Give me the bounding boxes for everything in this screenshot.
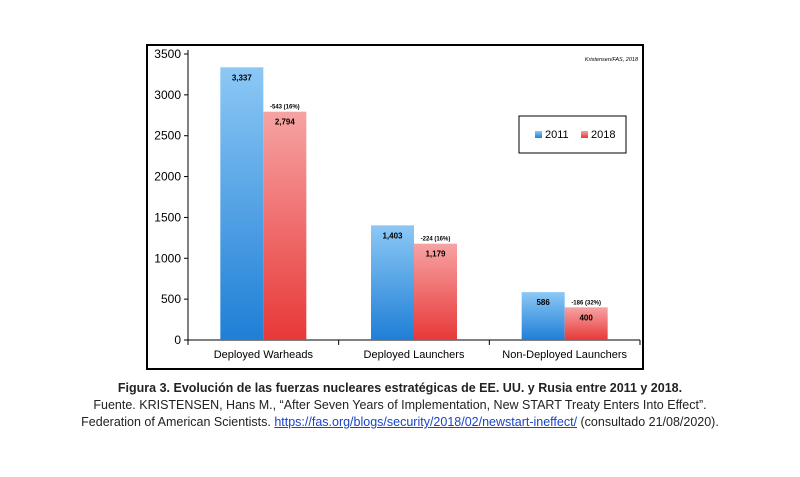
y-tick-label: 1000	[154, 251, 181, 265]
bar-value-label: 3,337	[232, 73, 253, 82]
source-link[interactable]: https://fas.org/blogs/security/2018/02/n…	[274, 415, 578, 429]
legend-label-2011: 2011	[545, 129, 569, 141]
bar-value-label: 1,403	[382, 231, 403, 240]
y-tick-label: 3000	[154, 88, 181, 102]
y-tick-label: 2500	[154, 129, 181, 143]
x-category-label: Deployed Warheads	[214, 349, 314, 361]
bar-2018	[564, 307, 608, 340]
caption-consulted-date: (consultado 21/08/2020).	[577, 415, 719, 429]
bar-2018	[263, 111, 307, 341]
y-tick-label: 3500	[154, 47, 181, 61]
y-tick-label: 0	[174, 333, 181, 347]
legend-label-2018: 2018	[591, 129, 615, 141]
change-annotation: -186 (32%)	[571, 300, 601, 306]
bar-value-label: 586	[536, 298, 550, 307]
caption-title: Figura 3. Evolución de las fuerzas nucle…	[117, 381, 683, 395]
bar-value-label: 400	[579, 313, 593, 322]
change-annotation: -543 (16%)	[270, 105, 300, 111]
legend-swatch-2011	[535, 131, 542, 138]
bar-2011	[371, 225, 414, 340]
x-category-label: Non-Deployed Launchers	[502, 349, 627, 361]
caption-source: Fuente. KRISTENSEN, Hans M., “After Seve…	[93, 398, 707, 412]
chart-credit: Kristensen/FAS, 2018	[585, 57, 639, 63]
bar-value-label: 2,794	[275, 118, 296, 127]
caption-source-link-line: Federation of American Scientists. https…	[0, 414, 800, 431]
change-annotation: -224 (16%)	[421, 237, 451, 243]
bar-2018	[414, 243, 457, 340]
chart-legend: 2011 2018	[518, 115, 627, 154]
chart-frame: 0 500 1000 1500 2000 2500 3000 3500 Deployed War…	[146, 44, 644, 370]
y-tick-label: 500	[161, 292, 181, 306]
y-tick-label: 1500	[154, 210, 181, 224]
y-tick-label: 2000	[154, 170, 181, 184]
bar-2011	[220, 67, 264, 340]
caption-publisher: Federation of American Scientists.	[81, 415, 275, 429]
bar-2011	[521, 292, 565, 340]
bar-chart: 0 500 1000 1500 2000 2500 3000 3500 Deployed War…	[154, 47, 641, 361]
legend-swatch-2018	[581, 131, 588, 138]
bar-value-label: 1,179	[425, 250, 446, 259]
figure-caption: Figura 3. Evolución de las fuerzas nucle…	[0, 380, 800, 431]
x-category-label: Deployed Launchers	[364, 349, 465, 361]
